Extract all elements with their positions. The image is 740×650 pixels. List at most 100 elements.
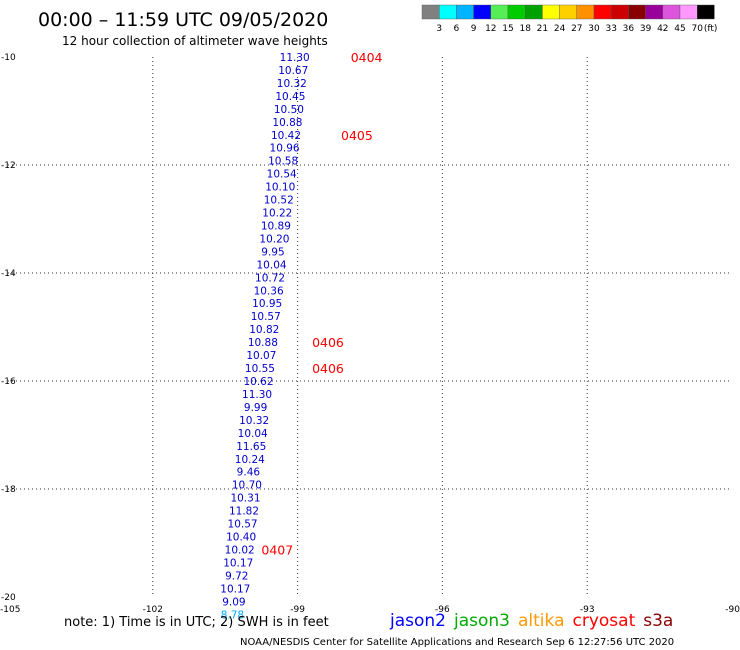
colorbar-swatch — [679, 4, 698, 20]
x-tick-label: -93 — [580, 605, 595, 615]
wave-height-label: 10.22 — [262, 208, 292, 220]
colorbar-swatch — [559, 4, 577, 20]
satellite-legend-item: jason3 — [453, 611, 510, 631]
wave-height-label: 10.88 — [272, 117, 302, 129]
wave-height-label: 10.02 — [225, 544, 255, 556]
pass-number-label: 0405 — [341, 128, 373, 143]
wave-height-label: 10.58 — [268, 156, 298, 168]
wave-height-label: 9.46 — [237, 467, 261, 479]
colorbar-swatch — [439, 4, 457, 20]
wave-height-label: 8.78 — [221, 609, 244, 621]
x-tick-label: -99 — [290, 605, 305, 615]
colorbar-label: 18 — [519, 24, 531, 34]
colorbar-label: 39 — [640, 24, 652, 34]
wave-height-label: 10.57 — [251, 311, 281, 323]
wave-height-label: 10.72 — [255, 272, 285, 284]
colorbar-swatch — [490, 4, 509, 20]
colorbar-swatch — [593, 4, 612, 20]
colorbar-label: 33 — [605, 24, 616, 34]
colorbar-swatch — [611, 4, 629, 20]
colorbar-label: 21 — [537, 24, 548, 34]
y-tick-label: -16 — [1, 377, 16, 387]
colorbar-label: 45 — [674, 24, 685, 34]
x-tick-label: -102 — [143, 605, 163, 615]
wave-height-label: 10.10 — [265, 182, 295, 194]
pass-number-label: 0407 — [261, 542, 293, 557]
wave-height-label: 10.07 — [246, 350, 276, 362]
colorbar-swatch — [662, 4, 681, 20]
satellite-legend-item: altika — [518, 611, 565, 631]
colorbar-swatch — [456, 4, 474, 20]
colorbar-label: 12 — [485, 24, 496, 34]
colorbar-swatch — [507, 4, 526, 20]
x-tick-label: -96 — [435, 605, 450, 615]
pass-number-label: 0406 — [312, 335, 344, 350]
colorbar-swatch — [697, 4, 715, 20]
wave-height-label: 10.20 — [259, 233, 289, 245]
satellite-legend-item: s3a — [643, 611, 673, 631]
wave-height-label: 10.67 — [278, 65, 308, 77]
colorbar-label: 42 — [657, 24, 668, 34]
wave-height-label: 10.96 — [270, 143, 300, 155]
wave-height-label: 9.99 — [244, 402, 267, 414]
wave-height-label: 11.30 — [242, 389, 272, 401]
wave-height-label: 10.55 — [245, 363, 275, 375]
wave-height-label: 10.32 — [239, 415, 269, 427]
y-tick-label: -14 — [1, 269, 16, 279]
colorbar-swatch — [628, 4, 646, 20]
footer-text: NOAA/NESDIS Center for Satellite Applica… — [240, 637, 674, 648]
wave-height-label: 10.17 — [223, 557, 253, 569]
colorbar-swatch — [473, 4, 492, 20]
wave-height-label: 10.57 — [228, 519, 258, 531]
y-tick-label: -20 — [1, 593, 16, 603]
wave-height-label: 9.95 — [261, 246, 284, 258]
wave-height-label: 10.36 — [254, 285, 284, 297]
chart-title: 00:00 – 11:59 UTC 09/05/2020 — [38, 9, 328, 31]
wave-height-label: 10.88 — [248, 337, 278, 349]
y-tick-label: -12 — [1, 161, 16, 171]
wave-height-label: 11.30 — [280, 52, 310, 64]
colorbar-swatch — [421, 4, 440, 20]
colorbar-label: 3 — [436, 24, 442, 34]
pass-number-label: 0406 — [312, 361, 344, 376]
colorbar-swatch — [542, 4, 560, 20]
wave-height-label: 10.50 — [274, 104, 304, 116]
colorbar-label: 24 — [554, 24, 566, 34]
wave-height-label: 10.54 — [267, 169, 297, 181]
wave-height-label: 9.72 — [225, 570, 248, 582]
plot-grid: -105 -102 -99 -96 -93 -90 -10 -12 -14 -16 -18 -20 — [0, 53, 740, 615]
wave-height-label: 10.89 — [261, 220, 291, 232]
colorbar-label: 27 — [571, 24, 582, 34]
colorbar-label: 15 — [502, 24, 513, 34]
colorbar-legend: 3 6 9 12 15 18 21 24 27 30 33 36 39 42 45 70 (ft) — [421, 4, 718, 34]
wave-height-label: 10.32 — [277, 78, 307, 90]
wave-height-label: 10.62 — [243, 376, 273, 388]
wave-height-label: 10.24 — [235, 454, 265, 466]
data-points: 11.3010.6710.3210.4510.5010.8810.4210.96… — [220, 52, 309, 621]
colorbar-label: 6 — [454, 24, 460, 34]
satellite-legend: jason2 jason3 altika cryosat s3a — [389, 611, 673, 631]
colorbar-unit: (ft) — [704, 24, 718, 34]
wave-height-label: 10.52 — [264, 195, 294, 207]
wave-height-label: 10.04 — [257, 259, 287, 271]
wave-height-label: 10.40 — [226, 532, 256, 544]
colorbar-swatch — [576, 4, 595, 20]
note-text: note: 1) Time is in UTC; 2) SWH is in fe… — [64, 615, 329, 630]
colorbar-swatch — [645, 4, 663, 20]
chart-subtitle: 12 hour collection of altimeter wave hei… — [62, 34, 328, 48]
colorbar-swatch — [525, 4, 543, 20]
wave-height-label: 10.17 — [220, 583, 250, 595]
wave-height-label: 10.04 — [238, 428, 268, 440]
colorbar-label: 70 — [691, 24, 703, 34]
satellite-legend-item: cryosat — [573, 611, 636, 631]
y-tick-label: -18 — [1, 485, 16, 495]
wave-height-label: 9.09 — [222, 596, 245, 608]
colorbar-label: 30 — [588, 24, 600, 34]
wave-height-label: 10.45 — [275, 91, 305, 103]
y-tick-label: -10 — [1, 53, 16, 63]
pass-number-label: 0404 — [351, 50, 383, 65]
satellite-legend-item: jason2 — [389, 611, 446, 631]
wave-height-label: 11.82 — [229, 506, 259, 518]
wave-height-label: 10.42 — [271, 130, 301, 142]
